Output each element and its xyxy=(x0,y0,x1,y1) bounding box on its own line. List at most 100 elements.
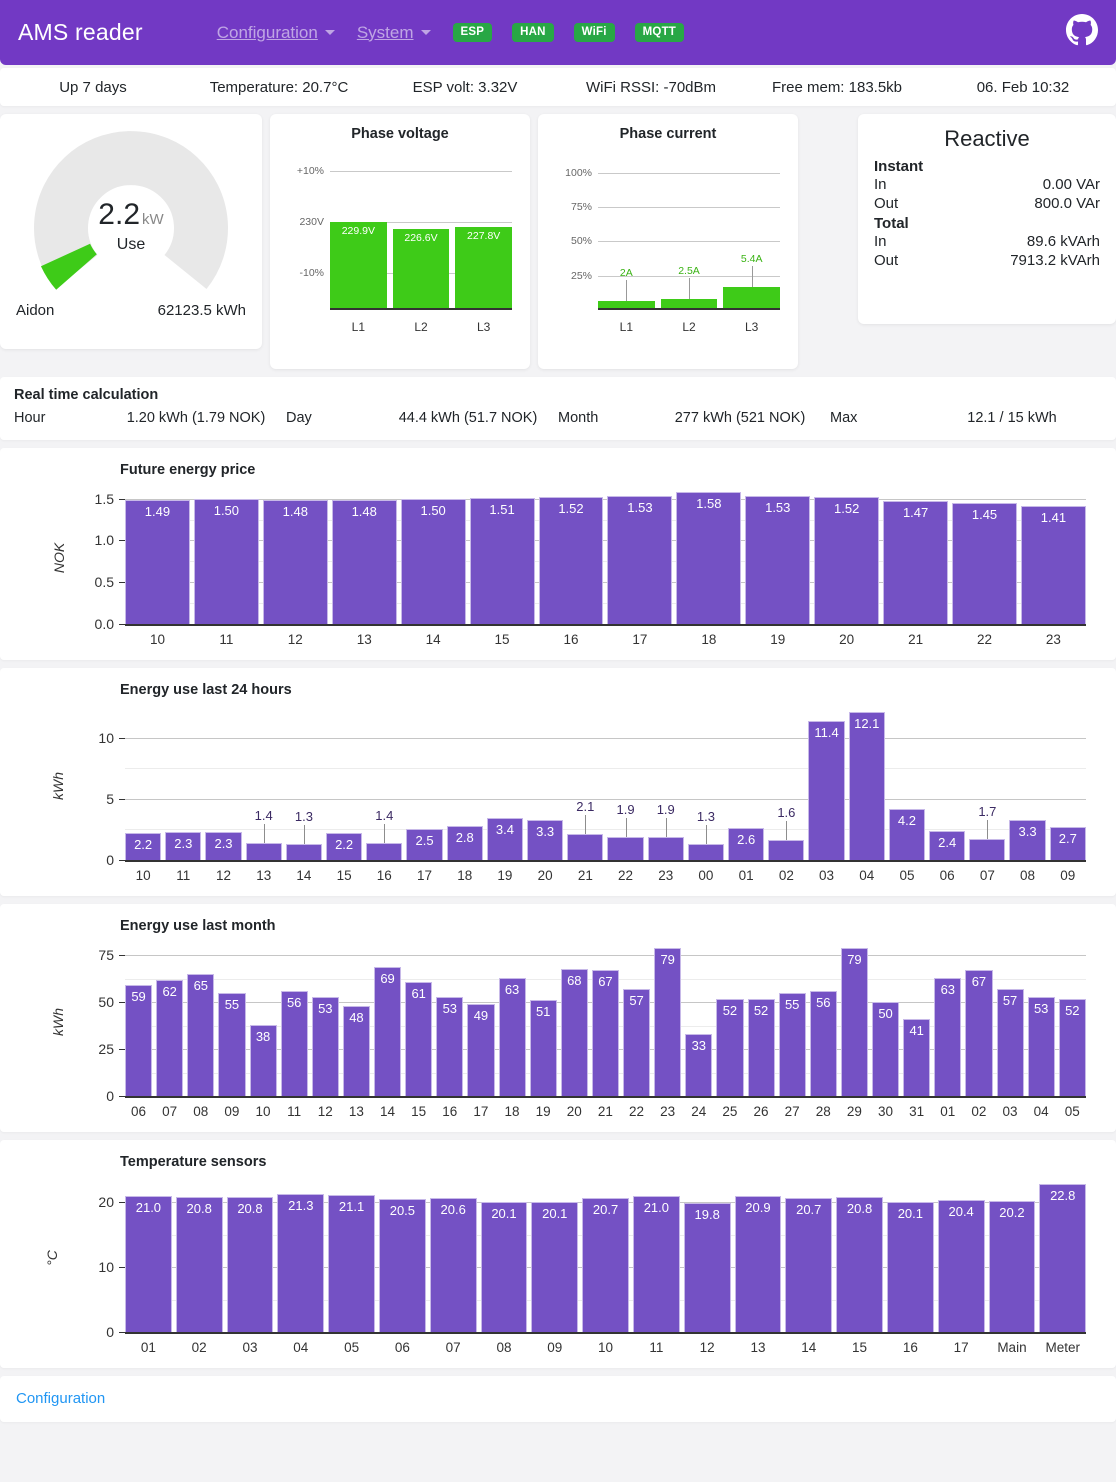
bar-column[interactable]: 63 xyxy=(934,948,962,1096)
bar-column[interactable]: 59 xyxy=(125,948,153,1096)
bar-column[interactable]: 2.5A xyxy=(660,156,718,310)
bar-column[interactable]: 1.7 xyxy=(969,712,1006,860)
bar-column[interactable]: 2.1 xyxy=(567,712,604,860)
bar-column[interactable]: 1.53 xyxy=(607,492,673,624)
bar-column[interactable]: 55 xyxy=(218,948,246,1096)
bar-column[interactable]: 2.5 xyxy=(406,712,443,860)
bar-column[interactable]: 1.3 xyxy=(285,712,323,860)
bar-column[interactable]: 2.2 xyxy=(326,712,363,860)
bar-column[interactable]: 2.4 xyxy=(929,712,966,860)
bar-column[interactable]: 55 xyxy=(778,948,806,1096)
bar-column[interactable]: 20.1 xyxy=(886,1184,934,1332)
bar-column[interactable]: 56 xyxy=(809,948,837,1096)
bar-column[interactable]: 67 xyxy=(591,948,619,1096)
bar-column[interactable]: 57 xyxy=(996,948,1024,1096)
bar-column[interactable]: 12.1 xyxy=(848,712,885,860)
bar-column[interactable]: 229.9V xyxy=(330,156,387,310)
bar-column[interactable]: 1.51 xyxy=(469,492,535,624)
bar-column[interactable]: 2.2 xyxy=(125,712,162,860)
bar-column[interactable]: 67 xyxy=(965,948,993,1096)
bar-column[interactable]: 56 xyxy=(280,948,308,1096)
bar-column[interactable]: 21.3 xyxy=(277,1184,325,1332)
bar-column[interactable]: 62 xyxy=(156,948,184,1096)
bar-column[interactable]: 1.9 xyxy=(647,712,684,860)
bar-column[interactable]: 20.8 xyxy=(175,1184,223,1332)
bar-column[interactable]: 1.48 xyxy=(331,492,397,624)
bar-column[interactable]: 52 xyxy=(747,948,775,1096)
bar-column[interactable]: 20.8 xyxy=(836,1184,883,1332)
bar-column[interactable]: 20.1 xyxy=(480,1184,528,1332)
bar-column[interactable]: 65 xyxy=(187,948,215,1096)
bar-column[interactable]: 5.4A xyxy=(723,156,781,310)
bar-column[interactable]: 20.2 xyxy=(988,1184,1036,1332)
bar-column[interactable]: 21.0 xyxy=(125,1184,172,1332)
nav-menu-configuration[interactable]: Configuration xyxy=(217,23,335,43)
bar-column[interactable]: 38 xyxy=(249,948,277,1096)
footer-configuration-link[interactable]: Configuration xyxy=(16,1390,106,1407)
bar-column[interactable]: 20.7 xyxy=(785,1184,833,1332)
bar-column[interactable]: 79 xyxy=(654,948,682,1096)
bar-column[interactable]: 20.7 xyxy=(582,1184,629,1332)
bar-column[interactable]: 52 xyxy=(716,948,744,1096)
bar-column[interactable]: 3.4 xyxy=(486,712,524,860)
bar-column[interactable]: 11.4 xyxy=(808,712,845,860)
bar-column[interactable]: 63 xyxy=(498,948,526,1096)
bar-column[interactable]: 57 xyxy=(623,948,651,1096)
bar-column[interactable]: 1.3 xyxy=(687,712,725,860)
bar-column[interactable]: 1.4 xyxy=(366,712,403,860)
bar-column[interactable]: 69 xyxy=(374,948,402,1096)
bar-column[interactable]: 226.6V xyxy=(392,156,450,310)
bar-column[interactable]: 53 xyxy=(436,948,464,1096)
bar-column[interactable]: 21.1 xyxy=(328,1184,375,1332)
bar-column[interactable]: 1.47 xyxy=(883,492,949,624)
bar-column[interactable]: 20.8 xyxy=(226,1184,274,1332)
bar-column[interactable]: 50 xyxy=(872,948,900,1096)
bar-column[interactable]: 1.53 xyxy=(745,492,811,624)
github-link[interactable] xyxy=(1066,14,1098,51)
status-badge-wifi[interactable]: WiFi xyxy=(573,23,615,42)
bar-column[interactable]: 2.7 xyxy=(1049,712,1086,860)
bar-column[interactable]: 53 xyxy=(311,948,339,1096)
bar-column[interactable]: 20.4 xyxy=(937,1184,985,1332)
bar-column[interactable]: 1.48 xyxy=(262,492,328,624)
bar-column[interactable]: 51 xyxy=(529,948,557,1096)
bar-column[interactable]: 68 xyxy=(560,948,588,1096)
bar-column[interactable]: 1.41 xyxy=(1020,492,1086,624)
bar-column[interactable]: 79 xyxy=(840,948,868,1096)
bar-column[interactable]: 3.3 xyxy=(527,712,564,860)
bar-column[interactable]: 1.6 xyxy=(768,712,805,860)
bar-column[interactable]: 48 xyxy=(342,948,370,1096)
bar-column[interactable]: 1.50 xyxy=(400,492,466,624)
bar-column[interactable]: 1.49 xyxy=(125,492,190,624)
bar-column[interactable]: 227.8V xyxy=(455,156,513,310)
bar-column[interactable]: 1.58 xyxy=(676,492,742,624)
bar-column[interactable]: 1.4 xyxy=(245,712,282,860)
bar-column[interactable]: 2.3 xyxy=(165,712,202,860)
bar-column[interactable]: 19.8 xyxy=(683,1184,731,1332)
nav-menu-system[interactable]: System xyxy=(357,23,431,43)
bar-column[interactable]: 1.52 xyxy=(814,492,880,624)
bar-column[interactable]: 1.9 xyxy=(607,712,644,860)
bar-column[interactable]: 2.8 xyxy=(446,712,483,860)
status-badge-han[interactable]: HAN xyxy=(512,23,554,42)
bar-column[interactable]: 52 xyxy=(1058,948,1086,1096)
status-badge-mqtt[interactable]: MQTT xyxy=(634,23,685,42)
bar-column[interactable]: 3.3 xyxy=(1009,712,1046,860)
bar-column[interactable]: 53 xyxy=(1027,948,1055,1096)
bar-column[interactable]: 2.6 xyxy=(728,712,765,860)
bar-column[interactable]: 20.1 xyxy=(531,1184,579,1332)
bar-column[interactable]: 33 xyxy=(685,948,713,1096)
bar-column[interactable]: 1.50 xyxy=(193,492,259,624)
bar-column[interactable]: 1.45 xyxy=(952,492,1017,624)
bar-column[interactable]: 61 xyxy=(405,948,433,1096)
bar-column[interactable]: 22.8 xyxy=(1039,1184,1087,1332)
bar-column[interactable]: 20.5 xyxy=(378,1184,426,1332)
bar-column[interactable]: 2A xyxy=(598,156,655,310)
bar-column[interactable]: 49 xyxy=(467,948,495,1096)
bar-column[interactable]: 1.52 xyxy=(538,492,604,624)
bar-column[interactable]: 21.0 xyxy=(632,1184,680,1332)
bar-column[interactable]: 2.3 xyxy=(205,712,242,860)
bar-column[interactable]: 4.2 xyxy=(888,712,926,860)
bar-column[interactable]: 20.6 xyxy=(429,1184,477,1332)
status-badge-esp[interactable]: ESP xyxy=(452,23,493,42)
